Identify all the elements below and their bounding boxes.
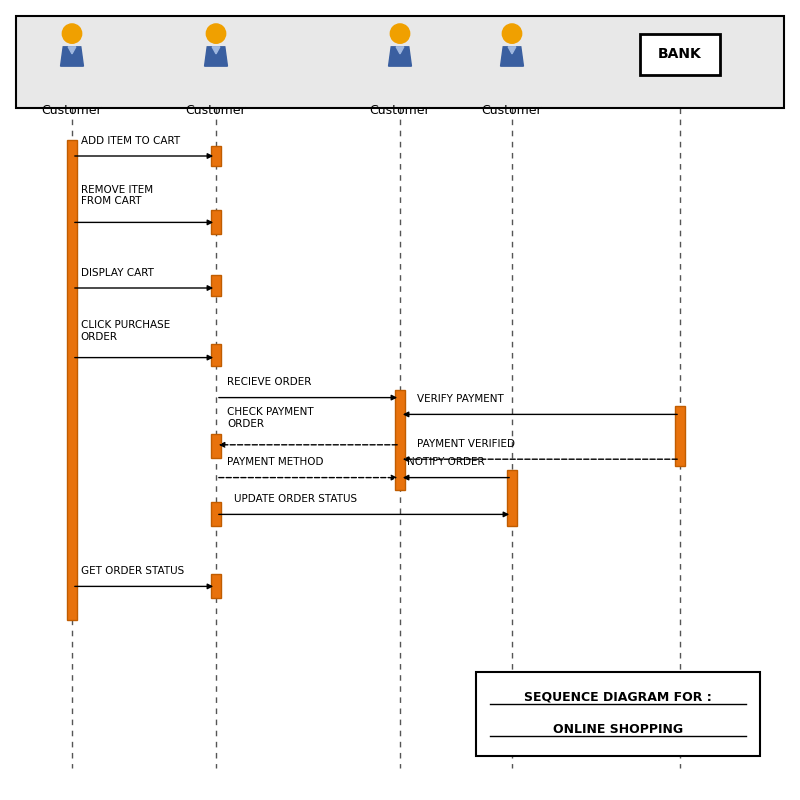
Bar (476, 672, 760, 756)
Circle shape (206, 24, 226, 43)
Text: ONLINE SHOPPING: ONLINE SHOPPING (553, 722, 683, 736)
Text: VERIFY PAYMENT: VERIFY PAYMENT (417, 394, 503, 404)
Polygon shape (501, 46, 523, 66)
Text: BANK: BANK (658, 47, 702, 62)
Text: ADD ITEM TO CART: ADD ITEM TO CART (81, 135, 180, 146)
Text: RECIEVE ORDER: RECIEVE ORDER (227, 378, 311, 387)
Bar (211, 434, 221, 458)
Text: PAYMENT METHOD: PAYMENT METHOD (227, 457, 323, 467)
Bar (211, 146, 221, 166)
Text: PAYMENT VERIFIED: PAYMENT VERIFIED (417, 438, 515, 449)
Text: Customer: Customer (186, 104, 246, 117)
Circle shape (390, 24, 410, 43)
Bar (675, 406, 685, 466)
Text: Customer: Customer (42, 104, 102, 117)
Text: DISPLAY CART: DISPLAY CART (81, 267, 154, 278)
Bar (211, 344, 221, 366)
Bar (211, 275, 221, 296)
Bar (507, 470, 517, 526)
Polygon shape (389, 46, 411, 66)
Bar (211, 502, 221, 526)
Text: SEQUENCE DIAGRAM FOR :: SEQUENCE DIAGRAM FOR : (524, 690, 712, 704)
Text: GET ORDER STATUS: GET ORDER STATUS (81, 566, 184, 576)
Polygon shape (508, 46, 516, 54)
Text: CLICK PURCHASE
ORDER: CLICK PURCHASE ORDER (81, 320, 170, 342)
Bar (395, 390, 405, 490)
Polygon shape (61, 46, 83, 66)
Text: CHECK PAYMENT
ORDER: CHECK PAYMENT ORDER (227, 407, 314, 429)
Polygon shape (205, 46, 227, 66)
Text: NOTIFY ORDER: NOTIFY ORDER (406, 457, 484, 467)
Bar (67, 140, 77, 620)
Circle shape (62, 24, 82, 43)
Text: REMOVE ITEM
FROM CART: REMOVE ITEM FROM CART (81, 185, 153, 206)
Bar (211, 210, 221, 234)
Text: UPDATE ORDER STATUS: UPDATE ORDER STATUS (234, 494, 357, 504)
Polygon shape (68, 46, 76, 54)
Bar (211, 574, 221, 598)
Circle shape (502, 24, 522, 43)
Text: Customer: Customer (370, 104, 430, 117)
Bar (640, 34, 720, 75)
Polygon shape (396, 46, 404, 54)
Text: Customer: Customer (482, 104, 542, 117)
Bar (16, 16, 784, 108)
Polygon shape (212, 46, 220, 54)
